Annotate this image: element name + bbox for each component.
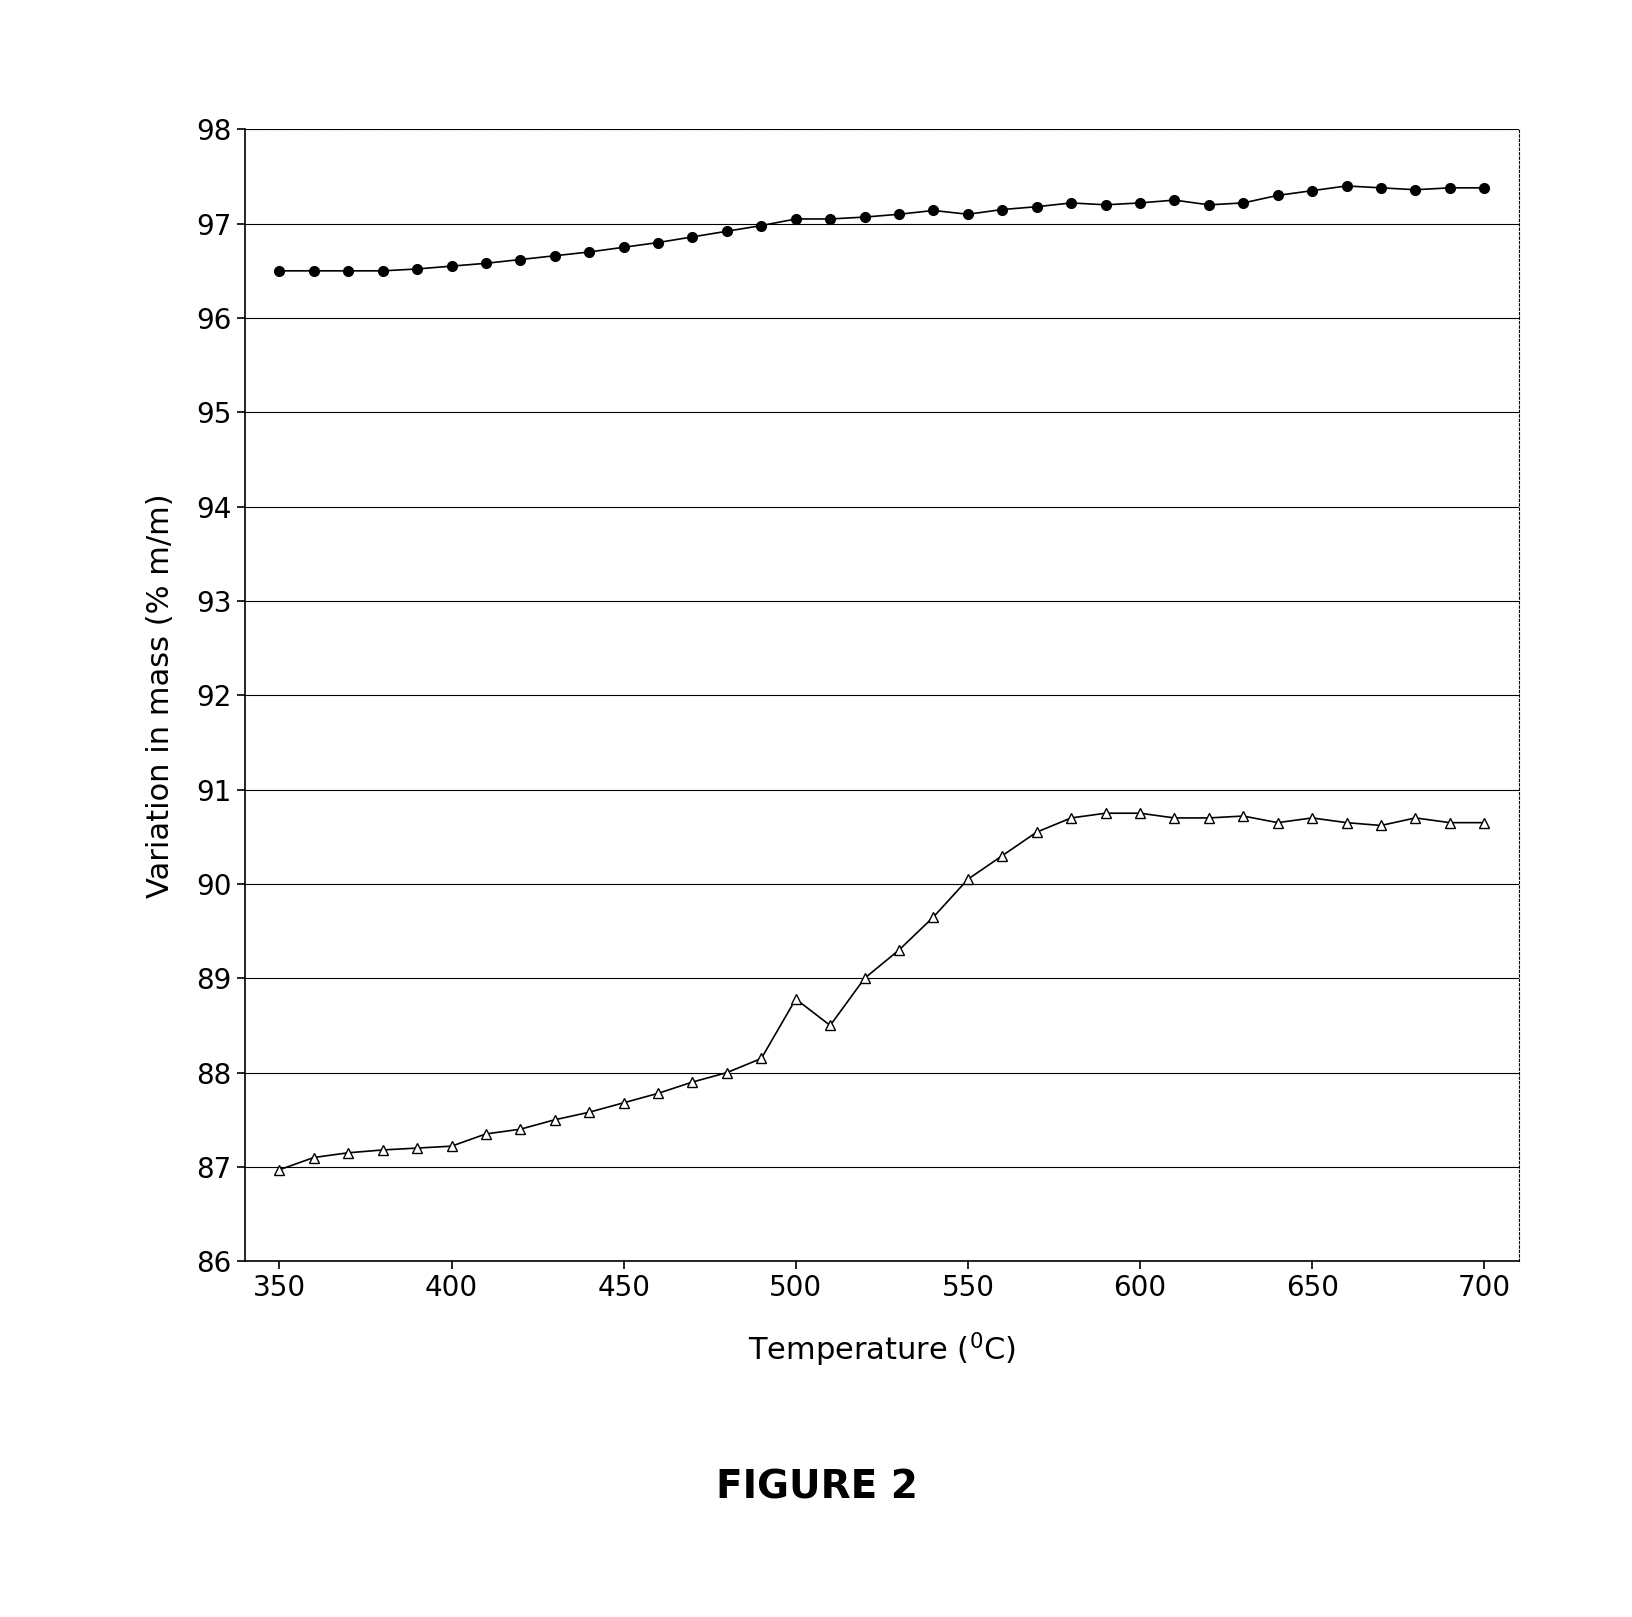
Y-axis label: Variation in mass (% m/m): Variation in mass (% m/m): [147, 493, 175, 897]
X-axis label: Temperature ($^{0}$C): Temperature ($^{0}$C): [747, 1331, 1015, 1368]
Text: FIGURE 2: FIGURE 2: [715, 1468, 917, 1507]
